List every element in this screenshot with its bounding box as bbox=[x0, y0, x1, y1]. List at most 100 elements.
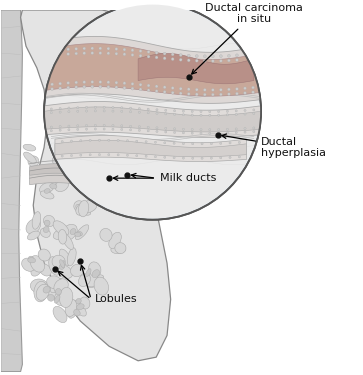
Circle shape bbox=[67, 48, 70, 51]
Ellipse shape bbox=[78, 274, 90, 286]
Circle shape bbox=[131, 49, 134, 52]
Circle shape bbox=[112, 124, 114, 127]
Circle shape bbox=[115, 86, 118, 89]
Ellipse shape bbox=[74, 201, 85, 212]
Circle shape bbox=[103, 106, 105, 108]
Circle shape bbox=[179, 87, 182, 90]
Circle shape bbox=[77, 124, 79, 127]
Circle shape bbox=[171, 91, 174, 94]
Circle shape bbox=[121, 110, 123, 112]
Ellipse shape bbox=[56, 154, 69, 162]
Circle shape bbox=[115, 81, 118, 84]
Ellipse shape bbox=[55, 180, 69, 192]
Circle shape bbox=[75, 52, 78, 55]
Circle shape bbox=[138, 129, 140, 131]
Circle shape bbox=[155, 56, 158, 59]
Circle shape bbox=[182, 110, 184, 112]
Polygon shape bbox=[138, 53, 254, 84]
Circle shape bbox=[187, 54, 190, 57]
Circle shape bbox=[91, 47, 94, 50]
Circle shape bbox=[195, 55, 198, 57]
Circle shape bbox=[121, 125, 123, 127]
Circle shape bbox=[228, 54, 231, 57]
Circle shape bbox=[156, 112, 158, 114]
Circle shape bbox=[94, 128, 97, 130]
Circle shape bbox=[50, 130, 52, 132]
Circle shape bbox=[244, 131, 246, 133]
Circle shape bbox=[235, 113, 237, 116]
Circle shape bbox=[131, 82, 134, 86]
Ellipse shape bbox=[39, 264, 51, 276]
Circle shape bbox=[112, 110, 114, 112]
Circle shape bbox=[200, 129, 202, 131]
Circle shape bbox=[123, 48, 126, 51]
Circle shape bbox=[50, 126, 52, 128]
Ellipse shape bbox=[38, 249, 50, 261]
Circle shape bbox=[130, 111, 132, 113]
Ellipse shape bbox=[60, 260, 65, 268]
Circle shape bbox=[201, 157, 203, 159]
Ellipse shape bbox=[55, 178, 68, 188]
Ellipse shape bbox=[43, 286, 50, 293]
Ellipse shape bbox=[34, 281, 48, 302]
Ellipse shape bbox=[92, 270, 99, 278]
Ellipse shape bbox=[74, 309, 80, 316]
Circle shape bbox=[75, 47, 78, 50]
Circle shape bbox=[70, 154, 73, 157]
Ellipse shape bbox=[52, 157, 62, 166]
Circle shape bbox=[103, 124, 105, 126]
Circle shape bbox=[211, 93, 214, 96]
Circle shape bbox=[228, 59, 231, 62]
Circle shape bbox=[236, 58, 238, 62]
Circle shape bbox=[182, 157, 184, 159]
Circle shape bbox=[203, 60, 206, 62]
Polygon shape bbox=[30, 169, 160, 187]
Circle shape bbox=[164, 142, 166, 144]
Circle shape bbox=[217, 132, 220, 134]
Circle shape bbox=[155, 51, 158, 54]
Ellipse shape bbox=[58, 230, 67, 244]
Ellipse shape bbox=[70, 156, 80, 168]
Circle shape bbox=[163, 86, 166, 88]
Circle shape bbox=[98, 139, 101, 141]
Circle shape bbox=[211, 88, 214, 92]
Circle shape bbox=[67, 86, 70, 89]
Circle shape bbox=[68, 125, 70, 127]
Circle shape bbox=[68, 129, 70, 131]
Circle shape bbox=[165, 131, 167, 133]
Circle shape bbox=[163, 90, 166, 93]
Ellipse shape bbox=[40, 182, 54, 194]
Ellipse shape bbox=[32, 211, 41, 229]
Ellipse shape bbox=[81, 174, 93, 184]
Circle shape bbox=[163, 52, 166, 55]
Circle shape bbox=[163, 57, 166, 60]
Circle shape bbox=[244, 110, 246, 111]
Ellipse shape bbox=[62, 261, 65, 267]
Ellipse shape bbox=[44, 215, 55, 226]
Circle shape bbox=[219, 88, 222, 91]
Ellipse shape bbox=[54, 295, 60, 303]
Circle shape bbox=[107, 52, 110, 55]
Circle shape bbox=[209, 114, 211, 116]
Circle shape bbox=[192, 157, 194, 159]
Circle shape bbox=[85, 106, 87, 108]
Circle shape bbox=[108, 139, 110, 141]
Ellipse shape bbox=[80, 297, 90, 309]
Ellipse shape bbox=[77, 231, 82, 236]
Ellipse shape bbox=[75, 232, 81, 237]
Circle shape bbox=[191, 132, 193, 134]
Ellipse shape bbox=[48, 294, 54, 301]
Circle shape bbox=[210, 142, 212, 145]
Circle shape bbox=[174, 128, 176, 130]
Circle shape bbox=[131, 54, 134, 56]
Circle shape bbox=[121, 106, 123, 109]
Circle shape bbox=[115, 48, 118, 51]
Circle shape bbox=[200, 114, 202, 116]
Ellipse shape bbox=[71, 300, 86, 316]
Circle shape bbox=[253, 112, 255, 115]
Ellipse shape bbox=[53, 221, 69, 236]
Circle shape bbox=[187, 59, 190, 62]
Ellipse shape bbox=[60, 287, 73, 308]
Text: Milk ducts: Milk ducts bbox=[160, 173, 216, 183]
Ellipse shape bbox=[43, 226, 49, 232]
